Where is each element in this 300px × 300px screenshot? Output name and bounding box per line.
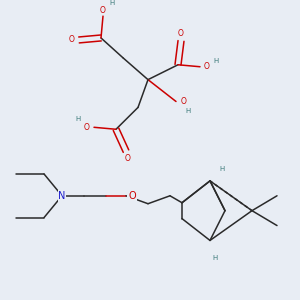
Text: O: O bbox=[84, 123, 90, 132]
Text: H: H bbox=[185, 108, 190, 114]
Text: H: H bbox=[212, 255, 217, 261]
Text: H: H bbox=[219, 166, 225, 172]
Text: O: O bbox=[178, 29, 184, 38]
Text: N: N bbox=[58, 191, 66, 201]
Text: O: O bbox=[181, 97, 187, 106]
Text: H: H bbox=[110, 0, 115, 6]
Text: O: O bbox=[204, 62, 210, 71]
Text: O: O bbox=[128, 191, 136, 201]
Text: O: O bbox=[69, 35, 75, 44]
Text: O: O bbox=[125, 154, 131, 163]
Text: H: H bbox=[213, 58, 219, 64]
Text: O: O bbox=[100, 6, 106, 15]
Text: H: H bbox=[75, 116, 81, 122]
